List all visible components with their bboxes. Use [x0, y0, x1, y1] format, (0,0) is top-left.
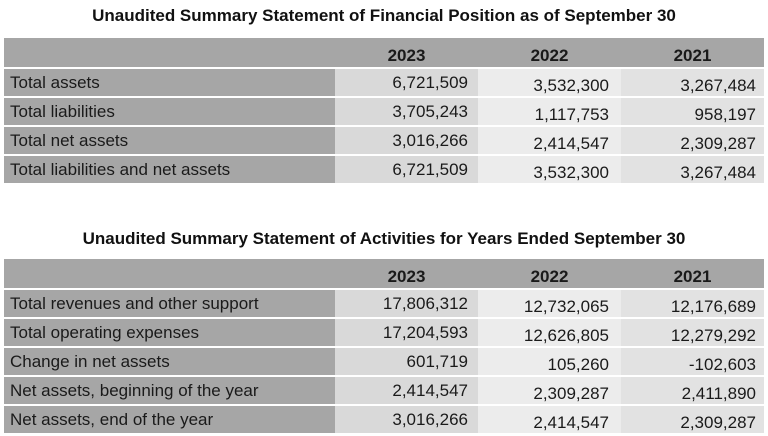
table-row: Total net assets 3,016,266 2,414,547 2,3… [4, 127, 764, 156]
row-label: Total net assets [4, 127, 335, 156]
cell-2023: 6,721,509 [335, 69, 478, 98]
row-label: Change in net assets [4, 348, 335, 377]
header-year-2022: 2022 [478, 38, 621, 69]
row-label: Total revenues and other support [4, 290, 335, 319]
financial-position-table: 2023 2022 2021 Total assets 6,721,509 3,… [4, 38, 764, 185]
cell-2021: 3,267,484 [621, 69, 764, 98]
cell-2023: 601,719 [335, 348, 478, 377]
header-year-2023: 2023 [335, 38, 478, 69]
table-row: Total liabilities and net assets 6,721,5… [4, 156, 764, 185]
activities-table: 2023 2022 2021 Total revenues and other … [4, 259, 764, 435]
table-row: Net assets, end of the year 3,016,266 2,… [4, 406, 764, 435]
header-blank [4, 259, 335, 290]
header-year-2021: 2021 [621, 259, 764, 290]
table-row: Change in net assets 601,719 105,260 -10… [4, 348, 764, 377]
cell-2022: 2,414,547 [478, 127, 621, 156]
row-label: Total liabilities [4, 98, 335, 127]
cell-2023: 17,204,593 [335, 319, 478, 348]
cell-2021: 2,309,287 [621, 406, 764, 435]
cell-2022: 3,532,300 [478, 156, 621, 185]
cell-2022: 3,532,300 [478, 69, 621, 98]
cell-2021: 958,197 [621, 98, 764, 127]
cell-2023: 2,414,547 [335, 377, 478, 406]
row-label: Net assets, end of the year [4, 406, 335, 435]
table-row: Total liabilities 3,705,243 1,117,753 95… [4, 98, 764, 127]
activities-title: Unaudited Summary Statement of Activitie… [82, 229, 686, 248]
header-row: 2023 2022 2021 [4, 259, 764, 290]
row-label: Net assets, beginning of the year [4, 377, 335, 406]
table-row: Net assets, beginning of the year 2,414,… [4, 377, 764, 406]
cell-2023: 17,806,312 [335, 290, 478, 319]
table-row: Total assets 6,721,509 3,532,300 3,267,4… [4, 69, 764, 98]
header-year-2022: 2022 [478, 259, 621, 290]
header-year-2023: 2023 [335, 259, 478, 290]
cell-2021: 3,267,484 [621, 156, 764, 185]
cell-2022: 1,117,753 [478, 98, 621, 127]
cell-2021: 2,411,890 [621, 377, 764, 406]
cell-2021: -102,603 [621, 348, 764, 377]
cell-2022: 2,309,287 [478, 377, 621, 406]
cell-2023: 3,016,266 [335, 406, 478, 435]
cell-2022: 105,260 [478, 348, 621, 377]
table-row: Total revenues and other support 17,806,… [4, 290, 764, 319]
cell-2021: 12,176,689 [621, 290, 764, 319]
row-label: Total assets [4, 69, 335, 98]
cell-2023: 3,705,243 [335, 98, 478, 127]
row-label: Total liabilities and net assets [4, 156, 335, 185]
table-row: Total operating expenses 17,204,593 12,6… [4, 319, 764, 348]
cell-2022: 2,414,547 [478, 406, 621, 435]
cell-2022: 12,626,805 [478, 319, 621, 348]
financial-position-title: Unaudited Summary Statement of Financial… [92, 6, 676, 25]
cell-2023: 6,721,509 [335, 156, 478, 185]
cell-2021: 2,309,287 [621, 127, 764, 156]
header-year-2021: 2021 [621, 38, 764, 69]
header-row: 2023 2022 2021 [4, 38, 764, 69]
row-label: Total operating expenses [4, 319, 335, 348]
cell-2021: 12,279,292 [621, 319, 764, 348]
header-blank [4, 38, 335, 69]
cell-2022: 12,732,065 [478, 290, 621, 319]
cell-2023: 3,016,266 [335, 127, 478, 156]
